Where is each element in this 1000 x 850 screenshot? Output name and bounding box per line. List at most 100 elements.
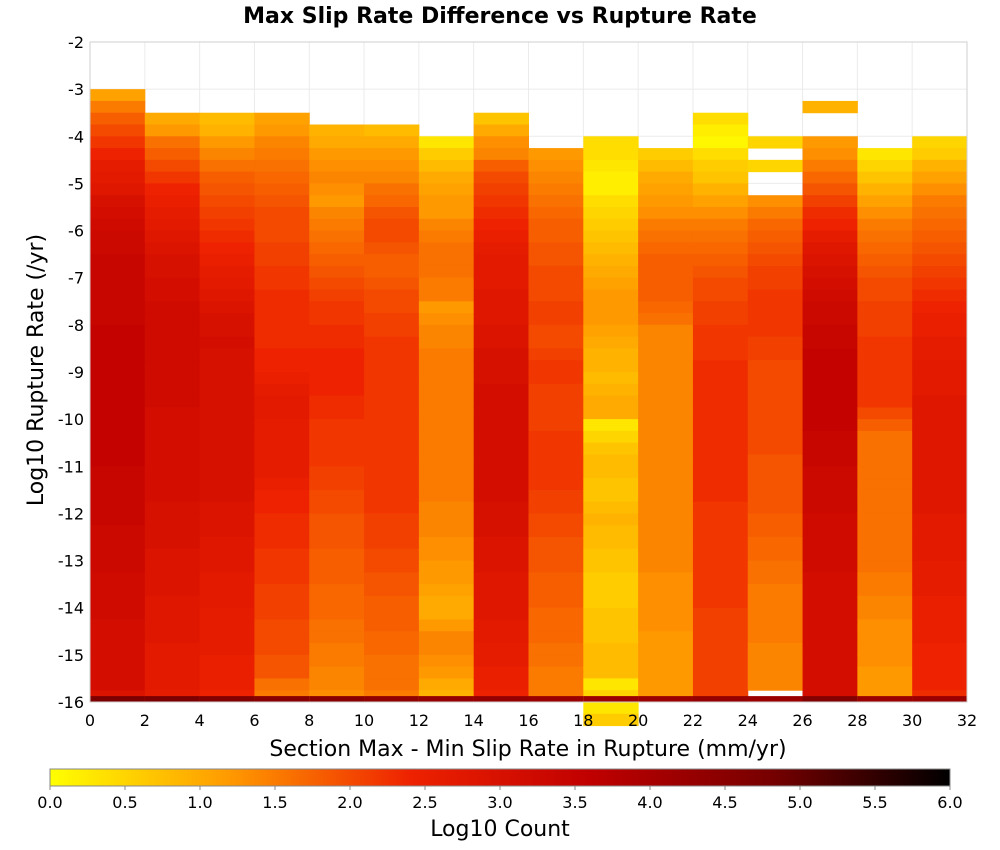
heatmap-cell: [583, 407, 639, 420]
heatmap-cell: [309, 525, 365, 538]
heatmap-cell: [473, 430, 529, 444]
heatmap-cell: [144, 301, 201, 314]
heatmap-cell: [90, 112, 146, 125]
heatmap-cell: [90, 265, 146, 279]
heatmap-cell: [144, 195, 201, 208]
heatmap-cell: [309, 148, 365, 161]
heatmap-cell: [309, 324, 365, 338]
heatmap-cell: [528, 148, 584, 161]
heatmap-cell: [254, 442, 310, 455]
heatmap-cell: [254, 301, 310, 314]
heatmap-cell: [583, 360, 639, 373]
heatmap-cell: [309, 254, 365, 267]
heatmap-cell: [583, 277, 639, 290]
heatmap-cell: [583, 560, 639, 573]
heatmap-cell: [199, 407, 255, 420]
heatmap-cell: [309, 313, 365, 326]
heatmap-cell: [583, 654, 639, 668]
heatmap-cell: [199, 183, 255, 196]
heatmap-cell: [364, 183, 420, 196]
heatmap-cell: [473, 112, 529, 125]
heatmap-cell: [747, 466, 804, 479]
heatmap-cell: [364, 548, 420, 562]
heatmap-cell: [144, 643, 201, 656]
heatmap-cell: [857, 631, 913, 644]
heatmap-cell: [638, 466, 694, 479]
heatmap-cell: [473, 454, 529, 467]
heatmap-cell: [473, 218, 529, 232]
heatmap-cell: [528, 654, 584, 668]
heatmap-cell: [638, 336, 694, 349]
heatmap-cell: [638, 513, 694, 526]
heatmap-cell: [364, 501, 420, 514]
heatmap-cell: [254, 572, 310, 585]
heatmap-cell: [857, 619, 913, 632]
heatmap-cell: [638, 501, 694, 514]
heatmap-cell: [364, 372, 420, 385]
colorbar-tick-label: 3.0: [487, 793, 512, 812]
heatmap-cell: [528, 678, 584, 691]
heatmap-cell: [144, 171, 201, 184]
heatmap-cell: [418, 643, 475, 656]
heatmap-cell: [418, 195, 475, 208]
heatmap-cell: [583, 230, 639, 243]
heatmap-cell: [418, 218, 475, 232]
heatmap-cell: [583, 336, 639, 349]
heatmap-cell: [912, 407, 968, 420]
heatmap-cell: [747, 289, 804, 302]
heatmap-cell: [692, 572, 749, 585]
heatmap-cell: [473, 548, 529, 562]
heatmap-cell: [254, 548, 310, 562]
x-tick-label: 14: [464, 711, 484, 730]
heatmap-cell: [692, 336, 749, 349]
heatmap-cell: [583, 254, 639, 267]
heatmap-cell: [309, 372, 365, 385]
heatmap-cell: [747, 230, 804, 243]
heatmap-cell: [199, 619, 255, 632]
heatmap-cell: [473, 159, 529, 173]
x-tick-label: 28: [847, 711, 867, 730]
heatmap-cell: [857, 430, 913, 444]
heatmap-cell: [418, 148, 475, 161]
heatmap-cell: [199, 560, 255, 573]
heatmap-cell: [747, 195, 804, 208]
y-axis-label: Log10 Rupture Rate (/yr): [24, 234, 49, 506]
heatmap-cell: [309, 654, 365, 668]
heatmap-cell: [583, 171, 639, 184]
heatmap-cell: [747, 643, 804, 656]
heatmap-cell: [90, 442, 146, 455]
heatmap-cell: [638, 643, 694, 656]
y-tick-label: -8: [68, 316, 84, 335]
heatmap-cell: [473, 696, 529, 702]
x-tick-label: 18: [573, 711, 593, 730]
heatmap-cell: [912, 195, 968, 208]
heatmap-cell: [364, 159, 420, 173]
heatmap-cell: [90, 89, 146, 102]
heatmap-cell: [144, 419, 201, 432]
heatmap-cell: [364, 584, 420, 597]
heatmap-cell: [418, 572, 475, 585]
heatmap-cell: [583, 242, 639, 255]
heatmap-cell: [692, 124, 749, 137]
heatmap-cell: [857, 289, 913, 302]
heatmap-cell: [802, 301, 858, 314]
heatmap-cell: [254, 395, 310, 408]
heatmap-cell: [638, 242, 694, 255]
heatmap-cell: [254, 666, 310, 679]
heatmap-cell: [638, 383, 694, 397]
heatmap-cell: [144, 560, 201, 573]
heatmap-cell: [802, 324, 858, 338]
heatmap-cell: [199, 442, 255, 455]
heatmap-cell: [254, 383, 310, 397]
heatmap-cell: [912, 501, 968, 514]
heatmap-cell: [692, 666, 749, 679]
heatmap-cell: [418, 607, 475, 620]
heatmap-cell: [144, 230, 201, 243]
heatmap-cell: [857, 643, 913, 656]
heatmap-cell: [912, 525, 968, 538]
heatmap-cell: [857, 678, 913, 691]
heatmap-cell: [638, 442, 694, 455]
heatmap-cell: [802, 619, 858, 632]
heatmap-cell: [802, 289, 858, 302]
